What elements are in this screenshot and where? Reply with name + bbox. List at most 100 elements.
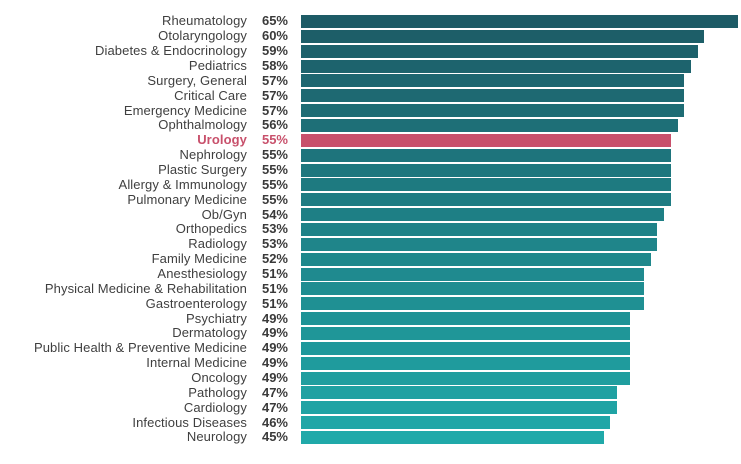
category-label: Psychiatry (186, 310, 247, 326)
chart-row: Family Medicine 52% (0, 252, 741, 267)
chart-row: Rheumatology 65% (0, 14, 741, 29)
bar (301, 386, 617, 400)
category-label: Public Health & Preventive Medicine (33, 340, 247, 356)
chart-row: Pathology 47% (0, 385, 741, 400)
chart-row: Allergy & Immunology 55% (0, 177, 741, 192)
category-label: Nephrology (179, 147, 247, 163)
chart-row: Radiology 53% (0, 237, 741, 252)
chart-row: Dermatology 49% (0, 326, 741, 341)
bar-track (301, 341, 741, 355)
bar (301, 208, 664, 222)
bar-track (301, 133, 741, 147)
category-label: Ob/Gyn (201, 206, 247, 222)
bar (301, 356, 631, 370)
category-label: Plastic Surgery (158, 162, 247, 178)
bar (301, 237, 658, 251)
value-label: 52% (261, 251, 288, 267)
bar-track (301, 252, 741, 266)
bar (301, 326, 631, 340)
chart-row: Public Health & Preventive Medicine 49% (0, 341, 741, 356)
value-label: 51% (261, 295, 288, 311)
chart-row: Urology 55% (0, 133, 741, 148)
category-label: Dermatology (172, 325, 247, 341)
bar (301, 163, 671, 177)
chart-row: Nephrology 55% (0, 148, 741, 163)
value-label: 55% (261, 162, 288, 178)
category-label: Physical Medicine & Rehabilitation (44, 280, 247, 296)
bar-track (301, 267, 741, 281)
bar-track (301, 193, 741, 207)
bar-track (301, 386, 741, 400)
bar (301, 133, 671, 147)
bar (301, 193, 671, 207)
value-label: 49% (261, 340, 288, 356)
value-label: 59% (261, 43, 288, 59)
category-label: Neurology (186, 429, 247, 445)
chart-row: Orthopedics 53% (0, 222, 741, 237)
chart-row: Internal Medicine 49% (0, 356, 741, 371)
chart-row: Ob/Gyn 54% (0, 207, 741, 222)
category-label: Ophthalmology (158, 117, 247, 133)
bar (301, 59, 691, 73)
bar-track (301, 118, 741, 132)
bar-track (301, 430, 741, 444)
chart-row: Cardiology 47% (0, 400, 741, 415)
bar-track (301, 208, 741, 222)
category-label: Critical Care (174, 87, 247, 103)
value-label: 46% (261, 414, 288, 430)
bar (301, 104, 685, 118)
chart-row: Surgery, General 57% (0, 73, 741, 88)
bar-track (301, 312, 741, 326)
bar-track (301, 44, 741, 58)
value-label: 49% (261, 310, 288, 326)
category-label: Urology (197, 132, 247, 148)
bar (301, 252, 651, 266)
chart-row: Otolaryngology 60% (0, 29, 741, 44)
value-label: 49% (261, 325, 288, 341)
chart-row: Diabetes & Endocrinology 59% (0, 44, 741, 59)
category-label: Gastroenterology (145, 295, 247, 311)
chart-row: Infectious Diseases 46% (0, 415, 741, 430)
chart-row: Pediatrics 58% (0, 59, 741, 74)
value-label: 55% (261, 191, 288, 207)
bar-track (301, 29, 741, 43)
category-label: Surgery, General (147, 72, 247, 88)
chart-row: Oncology 49% (0, 371, 741, 386)
category-label: Internal Medicine (146, 355, 247, 371)
bar (301, 29, 705, 43)
bar (301, 297, 644, 311)
chart-row: Plastic Surgery 55% (0, 163, 741, 178)
category-label: Rheumatology (161, 13, 247, 29)
bar (301, 401, 617, 415)
bar-track (301, 104, 741, 118)
value-label: 53% (261, 221, 288, 237)
bar (301, 89, 685, 103)
value-label: 49% (261, 370, 288, 386)
category-label: Anesthesiology (157, 266, 247, 282)
bar-track (301, 148, 741, 162)
value-label: 55% (261, 132, 288, 148)
value-label: 60% (261, 28, 288, 44)
bar (301, 118, 678, 132)
value-label: 55% (261, 147, 288, 163)
value-label: 57% (261, 72, 288, 88)
bar-track (301, 282, 741, 296)
value-label: 51% (261, 266, 288, 282)
bar-track (301, 356, 741, 370)
chart-row: Anesthesiology 51% (0, 267, 741, 282)
value-label: 57% (261, 87, 288, 103)
value-label: 57% (261, 102, 288, 118)
bar-track (301, 178, 741, 192)
category-label: Orthopedics (175, 221, 247, 237)
bar-track (301, 416, 741, 430)
bar (301, 178, 671, 192)
chart-row: Ophthalmology 56% (0, 118, 741, 133)
bar (301, 430, 604, 444)
chart-row: Psychiatry 49% (0, 311, 741, 326)
bar-track (301, 371, 741, 385)
category-label: Pediatrics (188, 58, 247, 73)
bar (301, 341, 631, 355)
category-label: Pulmonary Medicine (127, 191, 247, 207)
category-label: Otolaryngology (158, 28, 247, 44)
